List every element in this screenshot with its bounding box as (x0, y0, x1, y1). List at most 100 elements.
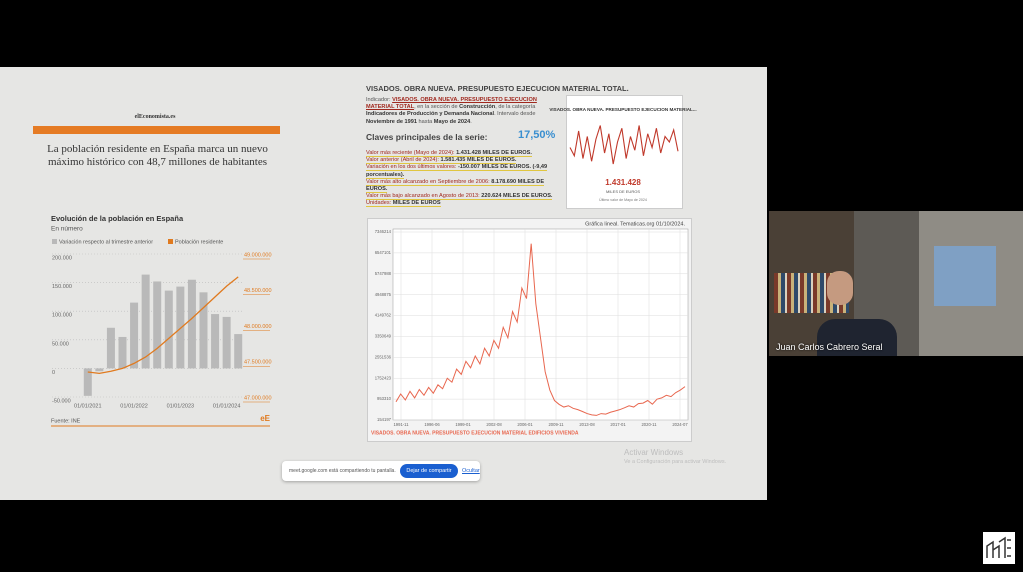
chart-footer: VISADOS. OBRA NUEVA. PRESUPUESTO EJECUCI… (371, 430, 579, 436)
y-tick-label: 2551536 (375, 354, 392, 359)
x-tick-label: 2002-08 (486, 422, 502, 427)
key-highlight: Variación en los dos últimos valores: -1… (366, 164, 548, 179)
y2-tick-label: 48.500.000 (244, 288, 272, 294)
legend-label: Variación respecto al trimestre anterior (59, 239, 153, 245)
key-highlight: Unidades: MILES DE EUROS (366, 200, 441, 208)
y-tick-label: 100.000 (52, 313, 72, 319)
key-highlight: Valor más alto alcanzado en Septiembre d… (366, 178, 545, 194)
chart-subtitle: En número (51, 226, 83, 233)
x-tick-label: 1991-11 (393, 422, 409, 427)
key-label: Variación en los dos últimos valores: (366, 164, 458, 171)
y-tick-label: 3350649 (375, 334, 392, 339)
y-tick-label: 200.000 (52, 255, 72, 261)
keys-heading: Claves principales de la serie: (366, 132, 488, 142)
key-highlight: Valor más reciente (Mayo de 2024): 1.431… (366, 150, 532, 157)
key-highlight: Valor más bajo alcanzado en Agosto de 20… (366, 193, 553, 201)
key-line: Valor más bajo alcanzado en Agosto de 20… (366, 193, 564, 201)
brand: eE (260, 414, 270, 423)
legend-swatch (168, 239, 173, 244)
y-tick-label: 7346214 (375, 229, 392, 234)
thumb-note: Último valor de Mayo de 2024 (599, 197, 647, 202)
key-label: Valor anterior (Abril de 2024): (366, 157, 441, 164)
stop-sharing-button[interactable]: Dejar de compartir (400, 464, 458, 478)
watermark-title: Activar Windows (624, 448, 684, 457)
x-tick-label: 01/01/2023 (167, 403, 195, 409)
intro-link[interactable]: VISADOS. OBRA NUEVA. PRESUPUESTO EJECUCI… (366, 97, 537, 111)
bar (95, 368, 104, 372)
bar (164, 290, 173, 369)
bar (118, 336, 127, 369)
y-tick-label: 6547101 (375, 250, 392, 255)
series-line (395, 243, 686, 416)
key-label: Unidades: (366, 200, 393, 207)
y-tick-label: 4149762 (375, 313, 392, 318)
intro-text: Indicador: (366, 97, 393, 103)
participant-name: Juan Carlos Cabrero Seral (776, 342, 883, 352)
source: Fuente: INE (51, 418, 81, 424)
key-value: 220.624 MILES DE EUROS. (481, 193, 553, 200)
key-label: Valor más reciente (Mayo de 2024): (366, 150, 457, 156)
bar (153, 281, 162, 369)
key-label: Valor más bajo alcanzado en Agosto de 20… (366, 193, 482, 200)
key-value: MILES DE EUROS (392, 200, 441, 207)
y-tick-label: 5747988 (375, 271, 392, 276)
key-label: Valor más alto alcanzado en Septiembre d… (366, 178, 492, 185)
thumb-value: 1.431.428 (605, 178, 641, 187)
person-head (827, 271, 853, 305)
x-tick-label: 2006-01 (517, 422, 533, 427)
plot-area (392, 228, 689, 421)
key-highlight: Valor anterior (Abril de 2024): 1.581.43… (366, 157, 517, 165)
legend-label: Población residente (175, 239, 223, 245)
bar (106, 327, 115, 369)
y-tick-label: 4948875 (375, 292, 392, 297)
x-tick-label: 1999-01 (455, 422, 471, 427)
intro-bold: Noviembre de 1991 (366, 118, 417, 125)
watermark-text: Ve a Configuración para activar Windows. (624, 459, 727, 465)
poster (934, 246, 996, 306)
y-tick-label: 150.000 (52, 284, 72, 290)
key-line: Variación en los dos últimos valores: -1… (366, 164, 564, 179)
thumbnail-card (566, 95, 683, 209)
x-tick-label: 2024-07 (672, 422, 688, 427)
intro-text: . Intervalo desde (494, 111, 536, 118)
bar (187, 279, 196, 369)
x-tick-label: 2017-01 (610, 422, 626, 427)
thumb-line (569, 125, 679, 165)
y2-tick-label: 49.000.000 (244, 252, 272, 258)
bar (234, 334, 243, 369)
key-line: Valor más alto alcanzado en Septiembre d… (366, 178, 564, 194)
y2-tick-label: 47.500.000 (244, 360, 272, 366)
legend-swatch (52, 239, 57, 244)
hide-button[interactable]: Ocultar (462, 468, 480, 474)
keys-percent: 17,50% (518, 129, 556, 141)
share-message: meet.google.com está compartiendo tu pan… (289, 468, 396, 474)
intro-text: . (470, 118, 472, 125)
intro-text: hasta (417, 118, 434, 125)
intro-text: , de la categoría (495, 104, 536, 111)
y-tick-label: 154197 (377, 417, 392, 422)
key-value: 1.431.428 MILES DE EUROS. (456, 150, 532, 156)
intro-bold: Mayo de 2024 (433, 118, 471, 125)
bar (83, 368, 92, 396)
thumb-unit: MILES DE EUROS (606, 189, 640, 194)
chart-title: Evolución de la población en España (51, 214, 184, 223)
bar (211, 314, 220, 369)
participant-tile: Juan Carlos Cabrero Seral (769, 211, 1023, 356)
y-tick-label: 1752423 (375, 375, 392, 380)
keys-list: Valor más reciente (Mayo de 2024): 1.431… (366, 150, 564, 212)
intro: Indicador: VISADOS. OBRA NUEVA. PRESUPUE… (366, 97, 564, 126)
chart-caption: Gráfica lineal. Tematicas.org 01/10/2024… (585, 221, 685, 227)
intro-bold: Indicadores de Producción y Demanda Naci… (366, 111, 495, 118)
key-value: 8.178.690 MILES DE EUROS. (366, 178, 545, 193)
bar (130, 302, 139, 369)
x-tick-label: 01/01/2021 (74, 403, 102, 409)
x-tick-label: 2020-11 (641, 422, 657, 427)
person-body (817, 319, 897, 356)
app-logo (983, 532, 1015, 564)
population-line (87, 276, 239, 375)
intro-text: , en la sección de (414, 104, 460, 111)
x-tick-label: 1996-06 (424, 422, 440, 427)
thumb-title: VISADOS. OBRA NUEVA. PRESUPUESTO EJECUCI… (549, 107, 696, 112)
